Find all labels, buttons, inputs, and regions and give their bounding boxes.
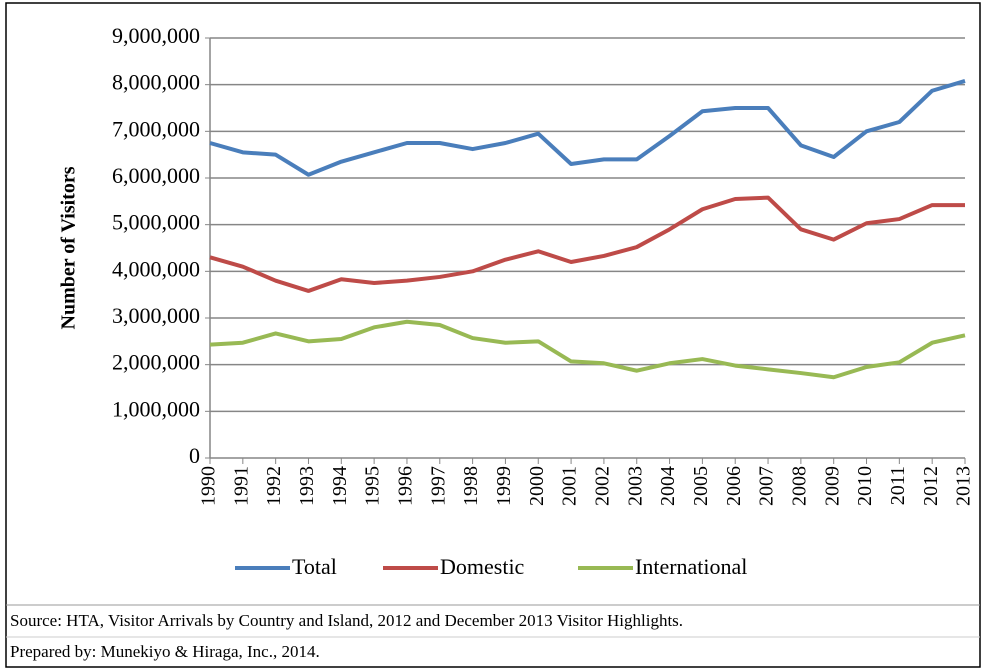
y-tick-label: 7,000,000 <box>112 116 200 141</box>
x-tick-label: 2006 <box>723 466 745 506</box>
y-axis-label: Number of Visitors <box>58 166 80 329</box>
x-tick-label: 2004 <box>657 466 679 506</box>
y-tick-label: 5,000,000 <box>112 210 200 235</box>
series-line <box>209 79 966 177</box>
x-tick-label: 2011 <box>887 466 909 505</box>
x-tick-label: 1997 <box>427 466 449 506</box>
x-tick-label: 2013 <box>953 466 975 506</box>
frame <box>5 2 981 668</box>
y-tick-label: 9,000,000 <box>112 23 200 48</box>
x-tick-label: 1994 <box>329 466 351 506</box>
series-line <box>209 319 966 380</box>
x-tick-label: 2007 <box>756 466 778 506</box>
y-tick-label: 4,000,000 <box>112 256 200 281</box>
x-tick-label: 1992 <box>263 466 285 506</box>
legend-label: Domestic <box>440 554 525 579</box>
x-tick-label: 2005 <box>690 466 712 506</box>
y-tick-label: 2,000,000 <box>112 350 200 375</box>
legend-label: International <box>635 554 747 579</box>
series-line <box>209 195 965 293</box>
source-note: Source: HTA, Visitor Arrivals by Country… <box>10 611 683 630</box>
x-tick-label: 2009 <box>821 466 843 506</box>
x-tick-label: 1991 <box>230 466 252 506</box>
x-tick-label: 2008 <box>788 466 810 506</box>
x-tick-label: 2003 <box>624 466 646 506</box>
x-tick-label: 1990 <box>198 466 220 506</box>
x-tick-label: 2001 <box>559 466 581 506</box>
legend-label: Total <box>292 554 337 579</box>
prepared-note: Prepared by: Munekiyo & Hiraga, Inc., 20… <box>10 642 320 661</box>
x-tick-label: 2002 <box>592 466 614 506</box>
x-tick-label: 1996 <box>395 466 417 506</box>
x-tick-label: 2010 <box>854 466 876 506</box>
y-tick-label: 3,000,000 <box>112 303 200 328</box>
x-tick-label: 2012 <box>920 466 942 506</box>
y-tick-label: 0 <box>189 443 200 468</box>
x-tick-label: 2000 <box>526 466 548 506</box>
x-tick-label: 1999 <box>493 466 515 506</box>
x-tick-label: 1993 <box>296 466 318 506</box>
x-tick-label: 1998 <box>460 466 482 506</box>
x-tick-label: 1995 <box>362 466 384 506</box>
y-tick-label: 1,000,000 <box>112 396 200 421</box>
y-tick-label: 6,000,000 <box>112 163 200 188</box>
y-tick-label: 8,000,000 <box>112 70 200 95</box>
